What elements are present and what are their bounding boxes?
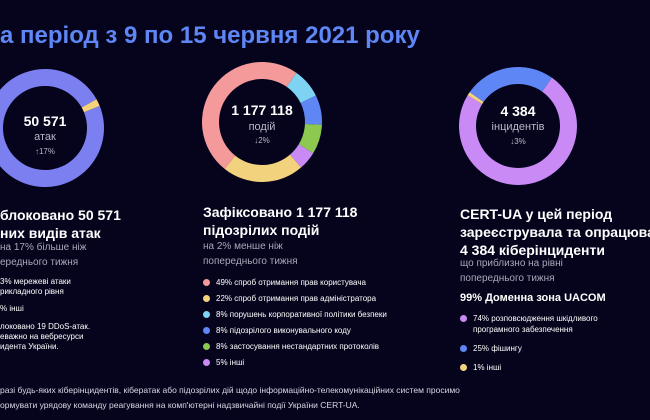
- events-change: ↓2%: [254, 136, 270, 145]
- attacks-sub-1: на 17% більше ніж: [0, 242, 87, 253]
- donut-segment: [0, 69, 104, 188]
- legend-item: 74% розповсюдження шкідливого програмного…: [460, 313, 598, 335]
- legend-label: 74% розповсюдження шкідливого програмного…: [473, 313, 598, 335]
- legend-dot-icon: [460, 345, 467, 352]
- legend-label-line: 25% фішингу: [473, 344, 522, 353]
- legend-label-line: 22% спроб отримання прав адміністратора: [216, 294, 377, 303]
- legend-item: 1% інші: [460, 362, 598, 373]
- incidents-heading-1: CERT-UA у цей період: [460, 206, 613, 222]
- legend-label: 8% підозрілого виконувального коду: [216, 325, 351, 336]
- ddos-note-1: локовано 19 DDoS-атак.: [0, 322, 91, 331]
- incidents-change: ↓3%: [510, 137, 526, 146]
- incidents-heading-3: 4 384 кіберінциденти: [460, 242, 605, 258]
- legend-item: 8% порушень корпоративної політики безпе…: [203, 309, 387, 320]
- attacks-count: 50 571: [23, 113, 67, 129]
- attacks-sub-2: ереднього тижня: [0, 257, 79, 268]
- attacks-item-1: 3% мережеві атаки: [0, 277, 71, 286]
- domain-zone: 99% Доменна зона UACOM: [460, 292, 606, 304]
- ddos-note-3: идента України.: [0, 342, 59, 351]
- page-title: а період з 9 по 15 червня 2021 року: [0, 22, 420, 49]
- incidents-heading-2: зареєструвала та опрацювала: [460, 224, 650, 240]
- donut-segment: [289, 144, 314, 168]
- legend-label: 8% порушень корпоративної політики безпе…: [216, 309, 387, 320]
- attacks-unit: атак: [34, 131, 56, 143]
- legend-label-line: 1% інші: [473, 363, 502, 372]
- legend-label-line: 8% порушень корпоративної політики безпе…: [216, 310, 387, 319]
- events-donut: 1 177 118 подій ↓2%: [197, 57, 327, 187]
- legend-item: 25% фішингу: [460, 343, 598, 354]
- donut-segment: [298, 123, 322, 154]
- donut-segment: [286, 72, 316, 104]
- attacks-item-2: % інші: [0, 304, 24, 313]
- legend-label: 1% інші: [473, 362, 501, 373]
- legend-dot-icon: [203, 311, 210, 318]
- ddos-note-2: еважно на вебресурси: [0, 332, 84, 341]
- incidents-legend: 74% розповсюдження шкідливого програмного…: [460, 313, 598, 381]
- legend-item: 49% спроб отримання прав користувача: [203, 277, 387, 288]
- legend-label: 22% спроб отримання прав адміністратора: [216, 293, 376, 304]
- attacks-heading-2: них видів атак: [0, 225, 101, 241]
- events-donut-chart: [201, 61, 322, 182]
- legend-item: 8% підозрілого виконувального коду: [203, 325, 387, 336]
- incidents-unit: інцидентів: [491, 121, 545, 133]
- footer-line-1: разі будь-яких кіберінцидентів, кіберата…: [0, 385, 460, 395]
- attacks-change: ↑17%: [34, 147, 55, 156]
- legend-dot-icon: [203, 343, 210, 350]
- incidents-count: 4 384: [500, 103, 536, 119]
- legend-label-line: 74% розповсюдження шкідливого: [473, 314, 598, 323]
- events-heading-2: підозрілих подій: [203, 222, 320, 238]
- legend-dot-icon: [203, 279, 210, 286]
- donut-segment: [201, 61, 297, 169]
- legend-label-line: 49% спроб отримання прав користувача: [216, 278, 366, 287]
- attacks-donut: 50 571 атак ↑17%: [0, 63, 110, 193]
- footer-line-2: ормувати урядову команду реагування на к…: [0, 400, 360, 410]
- legend-label-line: 8% підозрілого виконувального коду: [216, 326, 351, 335]
- legend-label: 5% інші: [216, 357, 244, 368]
- legend-dot-icon: [203, 295, 210, 302]
- donut-segment: [224, 154, 302, 182]
- legend-item: 5% інші: [203, 357, 387, 368]
- donut-segment: [81, 99, 100, 113]
- incidents-sub-2: попереднього тижня: [460, 273, 555, 284]
- events-legend: 49% спроб отримання прав користувача 22% …: [203, 277, 387, 373]
- legend-dot-icon: [460, 364, 467, 371]
- incidents-sub-1: що приблизно на рівні: [460, 258, 563, 269]
- legend-dot-icon: [203, 327, 210, 334]
- attacks-donut-chart: [0, 69, 104, 188]
- footer-text: разі будь-яких кіберінцидентів, кіберата…: [0, 383, 460, 413]
- events-unit: подій: [248, 121, 276, 133]
- legend-label: 25% фішингу: [473, 343, 522, 354]
- donut-segment: [469, 67, 552, 102]
- events-heading-1: Зафіксовано 1 177 118: [203, 204, 358, 220]
- legend-dot-icon: [460, 315, 467, 322]
- donut-segment: [467, 92, 484, 105]
- events-sub-1: на 2% менше ніж: [203, 241, 283, 252]
- legend-label-line: програмного забезпечення: [473, 325, 573, 334]
- legend-item: 8% застосування нестандартних протоколів: [203, 341, 387, 352]
- legend-label-line: 5% інші: [216, 358, 245, 367]
- events-sub-2: попереднього тижня: [203, 256, 298, 267]
- attacks-heading-1: блоковано 50 571: [0, 207, 121, 223]
- legend-label: 49% спроб отримання прав користувача: [216, 277, 366, 288]
- donut-segment: [459, 77, 577, 186]
- events-count: 1 177 118: [231, 102, 293, 118]
- incidents-donut: 4 384 інцидентів ↓3%: [453, 61, 583, 191]
- legend-label: 8% застосування нестандартних протоколів: [216, 341, 379, 352]
- attacks-item-1b: рикладного рівня: [0, 287, 64, 296]
- legend-dot-icon: [203, 359, 210, 366]
- donut-segment: [300, 95, 322, 125]
- incidents-donut-chart: [459, 67, 577, 186]
- legend-item: 22% спроб отримання прав адміністратора: [203, 293, 387, 304]
- legend-label-line: 8% застосування нестандартних протоколів: [216, 342, 380, 351]
